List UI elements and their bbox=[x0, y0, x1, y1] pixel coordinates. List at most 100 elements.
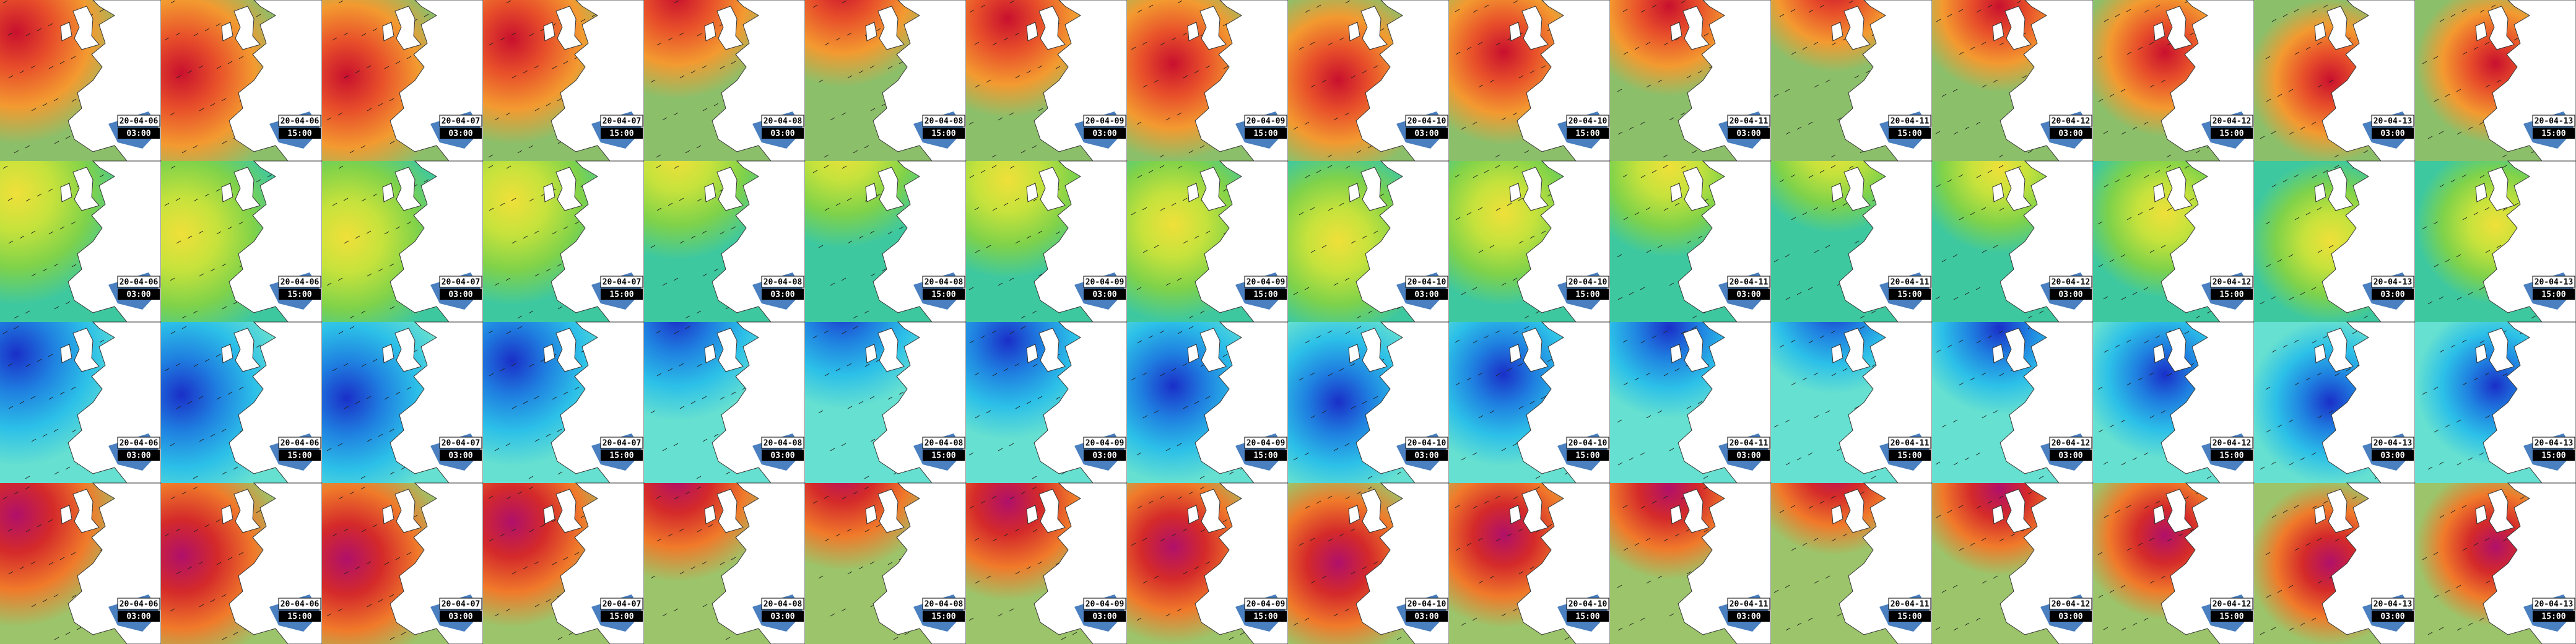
wind-barb bbox=[1802, 377, 1808, 381]
land bbox=[2475, 505, 2487, 524]
date-box bbox=[1566, 276, 1609, 288]
wind-barb bbox=[1860, 315, 1865, 319]
wind-barb bbox=[1530, 70, 1535, 74]
date-box bbox=[600, 437, 643, 449]
wind-barb bbox=[2260, 466, 2265, 470]
wind-barb bbox=[2479, 175, 2485, 178]
wind-barb bbox=[1982, 250, 1987, 253]
wind-barb bbox=[1518, 528, 1523, 532]
wind-barb bbox=[1681, 165, 1686, 169]
land bbox=[1992, 505, 2004, 524]
wind-barb bbox=[349, 315, 355, 319]
wind-barb bbox=[378, 599, 383, 603]
wind-barb bbox=[1165, 117, 1171, 121]
wind-barb bbox=[1860, 326, 1865, 329]
wind-barb bbox=[580, 19, 586, 22]
wind-barb bbox=[360, 145, 366, 149]
wind-barb bbox=[2363, 315, 2369, 319]
wind-barb bbox=[1310, 537, 1315, 541]
wind-barb bbox=[2450, 14, 2456, 17]
date-box bbox=[117, 115, 160, 127]
wind-barb bbox=[1819, 335, 1825, 339]
wind-barb bbox=[389, 306, 395, 310]
date-label: 20-04-12 bbox=[2052, 439, 2091, 448]
wind-barb bbox=[349, 150, 355, 154]
wind-barb bbox=[2456, 419, 2461, 423]
wind-barb bbox=[1142, 580, 1148, 584]
wind-barb bbox=[1229, 637, 1234, 640]
wind-barb bbox=[1455, 382, 1461, 386]
wind-barb bbox=[2126, 51, 2132, 55]
wind-barb bbox=[1704, 529, 1709, 533]
wind-barb bbox=[1020, 326, 1026, 329]
wind-barb bbox=[2445, 424, 2450, 428]
wind-barb bbox=[574, 386, 580, 390]
wind-barb bbox=[2294, 217, 2300, 220]
wind-barb bbox=[2346, 368, 2351, 372]
land bbox=[555, 6, 583, 50]
land bbox=[1360, 489, 1388, 533]
wind-barb bbox=[893, 637, 899, 640]
wind-barb bbox=[656, 207, 662, 211]
date-label: 20-04-10 bbox=[1569, 600, 1608, 609]
wind-barb bbox=[494, 448, 500, 451]
date-box bbox=[117, 276, 160, 288]
wind-barb bbox=[1825, 245, 1830, 248]
wind-barb bbox=[187, 235, 193, 239]
wind-barb bbox=[2434, 429, 2439, 433]
wind-barb bbox=[337, 277, 343, 281]
wind-barb bbox=[540, 524, 546, 528]
wind-barb bbox=[1177, 112, 1182, 116]
wind-barb bbox=[1830, 165, 1836, 168]
time-label: 15:00 bbox=[2219, 129, 2243, 139]
wind-barb bbox=[1617, 297, 1623, 300]
wind-barb bbox=[71, 264, 77, 268]
wind-barb bbox=[2098, 429, 2104, 433]
wind-barb bbox=[1188, 326, 1194, 329]
wind-barb bbox=[65, 136, 71, 139]
land bbox=[1348, 344, 1360, 363]
wind-barb bbox=[1796, 126, 1802, 130]
land bbox=[865, 22, 877, 41]
wind-barb bbox=[1160, 538, 1165, 542]
time-box bbox=[2533, 450, 2575, 461]
wind-barb bbox=[1819, 4, 1825, 8]
wind-barb bbox=[2277, 259, 2282, 263]
wind-barb bbox=[1987, 500, 1993, 504]
wind-barb bbox=[2, 0, 8, 4]
time-label: 03:00 bbox=[448, 290, 472, 300]
wind-barb bbox=[841, 443, 846, 446]
wind-barb bbox=[170, 277, 175, 281]
wind-barb bbox=[517, 315, 523, 319]
wind-barb bbox=[551, 519, 557, 523]
wind-barb bbox=[1663, 165, 1668, 168]
wind-barb bbox=[1964, 126, 1970, 130]
date-label: 20-04-06 bbox=[281, 439, 320, 448]
land bbox=[221, 344, 233, 363]
wind-barb bbox=[332, 202, 337, 206]
date-box bbox=[1727, 115, 1770, 127]
wind-barb bbox=[1779, 510, 1785, 513]
wind-barb bbox=[1321, 245, 1327, 248]
wind-barb bbox=[1640, 9, 1646, 13]
time-label: 03:00 bbox=[770, 290, 794, 300]
wind-barb bbox=[2305, 377, 2311, 381]
date-label: 20-04-09 bbox=[1086, 278, 1125, 287]
wind-barb bbox=[2271, 184, 2277, 188]
wind-barb bbox=[2206, 310, 2212, 314]
date-label: 20-04-08 bbox=[764, 117, 803, 126]
wind-barb bbox=[2317, 41, 2322, 45]
wind-barb bbox=[2120, 585, 2126, 588]
wind-barb bbox=[2098, 98, 2104, 102]
time-label: 15:00 bbox=[1253, 612, 1277, 622]
wind-barb bbox=[1316, 4, 1321, 8]
wind-barb bbox=[552, 562, 557, 565]
wind-barb bbox=[1975, 287, 1981, 290]
wind-barb bbox=[1785, 89, 1790, 92]
wind-barb bbox=[2160, 410, 2166, 414]
wind-barb bbox=[1645, 537, 1651, 541]
wind-barb bbox=[2427, 301, 2433, 305]
